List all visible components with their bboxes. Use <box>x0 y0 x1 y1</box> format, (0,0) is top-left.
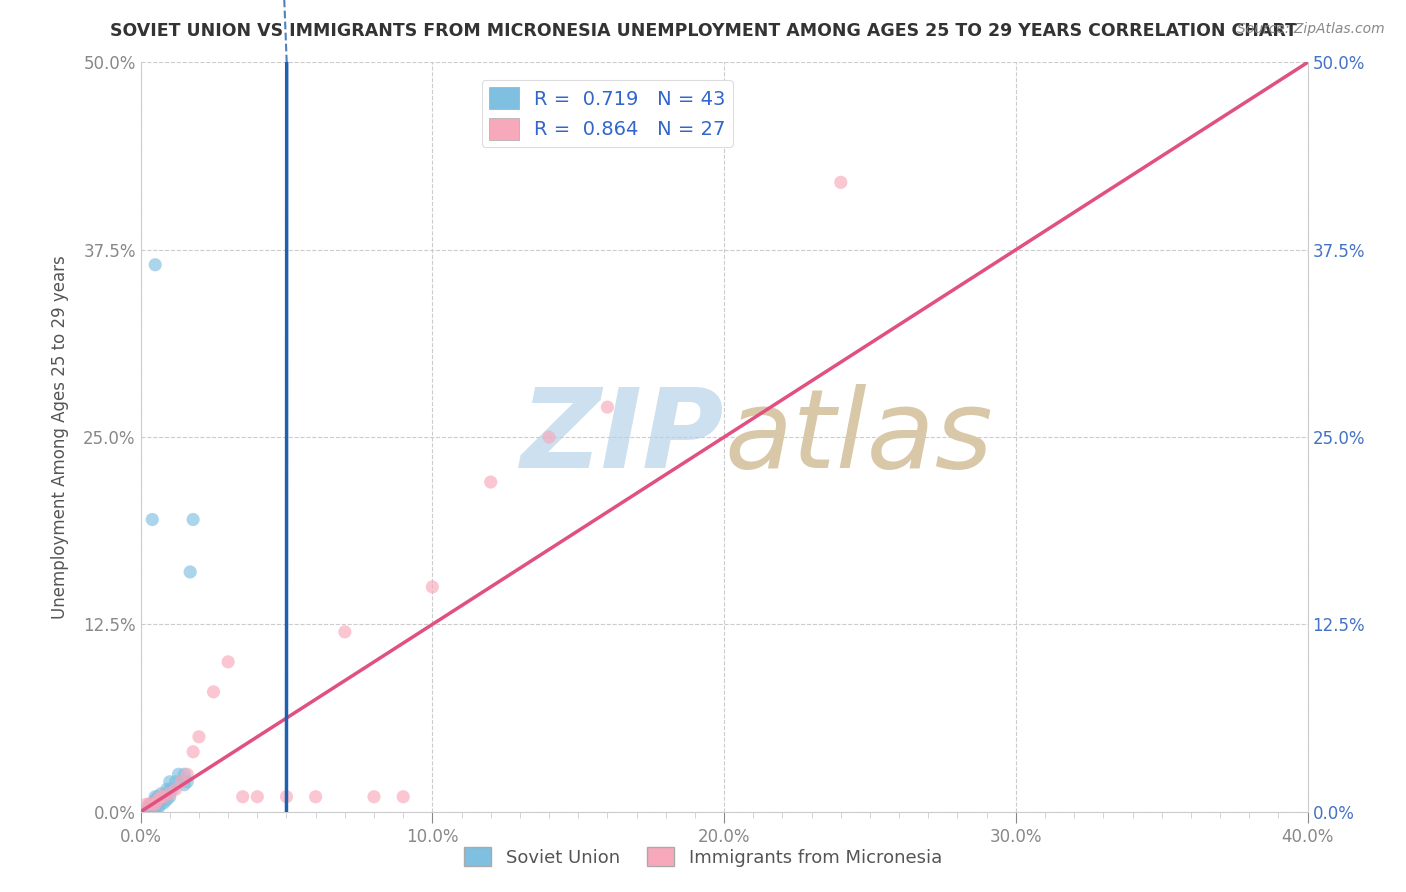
Point <box>150 797 173 812</box>
Point <box>138 797 160 812</box>
Text: ZIP: ZIP <box>520 384 724 491</box>
Point <box>176 774 198 789</box>
Point <box>538 430 561 444</box>
Point <box>150 793 173 807</box>
Point <box>165 774 187 789</box>
Point <box>276 789 298 804</box>
Point <box>135 805 157 819</box>
Point <box>141 797 163 812</box>
Point <box>146 794 169 808</box>
Point <box>141 798 163 813</box>
Point <box>165 782 187 797</box>
Point <box>162 782 184 797</box>
Text: Source: ZipAtlas.com: Source: ZipAtlas.com <box>1237 22 1385 37</box>
Point <box>146 802 169 816</box>
Point <box>830 175 852 189</box>
Point <box>159 782 181 797</box>
Point <box>135 802 157 816</box>
Point <box>596 400 619 414</box>
Point <box>479 475 502 489</box>
Point <box>141 802 163 816</box>
Point <box>138 805 160 819</box>
Point <box>153 796 176 810</box>
Point <box>167 767 190 781</box>
Point <box>138 802 160 816</box>
Point <box>159 787 181 801</box>
Point <box>143 789 166 804</box>
Point <box>156 782 179 797</box>
Point <box>246 789 269 804</box>
Point <box>138 797 160 812</box>
Point <box>170 774 193 789</box>
Legend: R =  0.719   N = 43, R =  0.864   N = 27: R = 0.719 N = 43, R = 0.864 N = 27 <box>482 79 733 147</box>
Point <box>363 789 385 804</box>
Point <box>141 797 163 812</box>
Point <box>150 789 173 804</box>
Point <box>173 767 195 781</box>
Point <box>153 789 176 804</box>
Point <box>173 778 195 792</box>
Point <box>232 789 254 804</box>
Point <box>143 796 166 810</box>
Point <box>181 512 204 526</box>
Point <box>146 789 169 804</box>
Point <box>141 800 163 814</box>
Point <box>141 512 163 526</box>
Point <box>392 789 415 804</box>
Point <box>143 805 166 819</box>
Point <box>143 258 166 272</box>
Point <box>170 774 193 789</box>
Point <box>181 745 204 759</box>
Point <box>179 565 201 579</box>
Point <box>422 580 444 594</box>
Point <box>135 797 157 812</box>
Point <box>156 793 179 807</box>
Point <box>159 774 181 789</box>
Point <box>150 787 173 801</box>
Point <box>202 685 225 699</box>
Point <box>333 624 356 639</box>
Point <box>188 730 211 744</box>
Point <box>305 789 328 804</box>
Y-axis label: Unemployment Among Ages 25 to 29 years: Unemployment Among Ages 25 to 29 years <box>51 255 69 619</box>
Point <box>146 793 169 807</box>
Point <box>143 793 166 807</box>
Point <box>176 767 198 781</box>
Point <box>143 798 166 813</box>
Point <box>217 655 239 669</box>
Legend: Soviet Union, Immigrants from Micronesia: Soviet Union, Immigrants from Micronesia <box>457 840 949 874</box>
Point <box>141 805 163 819</box>
Point <box>138 800 160 814</box>
Point <box>159 789 181 804</box>
Point <box>143 797 166 812</box>
Text: SOVIET UNION VS IMMIGRANTS FROM MICRONESIA UNEMPLOYMENT AMONG AGES 25 TO 29 YEAR: SOVIET UNION VS IMMIGRANTS FROM MICRONES… <box>110 22 1296 40</box>
Point <box>143 802 166 816</box>
Text: atlas: atlas <box>724 384 993 491</box>
Point <box>146 797 169 812</box>
Point <box>153 789 176 804</box>
Point <box>143 800 166 814</box>
